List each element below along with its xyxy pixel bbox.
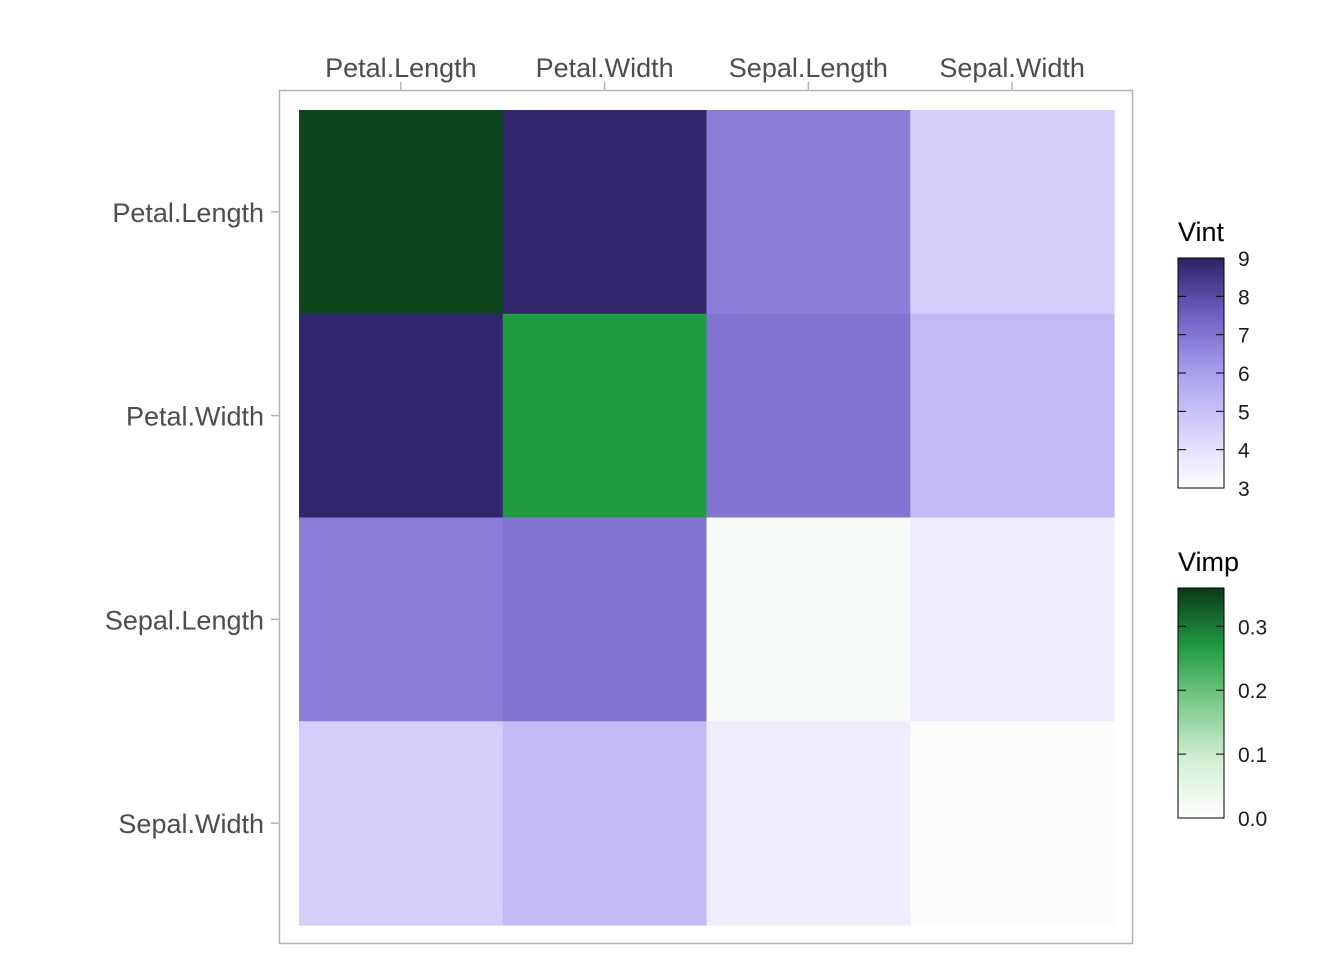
- heatmap-cell: [299, 721, 504, 926]
- legend-tick-label: 0.2: [1238, 680, 1267, 703]
- y-tick-label: Sepal.Width: [118, 809, 264, 839]
- legend-tick-label: 5: [1238, 401, 1250, 424]
- legend-vimp: Vimp 0.0 0.1 0.2 0.3: [1177, 547, 1267, 831]
- heatmap-cell: [706, 721, 911, 926]
- legends: Vint 3 4 5 6 7 8 9 Vimp 0.0 0.1 0.2 0.3: [1177, 217, 1267, 831]
- y-axis-left: Petal.Length Petal.Width Sepal.Length Sepal…: [105, 198, 279, 839]
- panel-border: [278, 89, 1134, 945]
- legend-tick-label: 0.3: [1238, 616, 1267, 639]
- heatmap-cell: [910, 313, 1115, 519]
- x-tick-label: Petal.Length: [325, 53, 477, 83]
- x-tick-label: Sepal.Length: [729, 53, 888, 83]
- heatmap-cell: [706, 313, 911, 519]
- heatmap-cell: [502, 110, 708, 315]
- heatmap-cells: [299, 110, 1115, 926]
- heatmap-cell: [910, 517, 1115, 722]
- heatmap-cell: [706, 517, 911, 722]
- x-axis-top: Petal.Length Petal.Width Sepal.Length Sepal…: [325, 53, 1085, 90]
- legend-tick-label: 7: [1238, 325, 1250, 348]
- heatmap-cell: [299, 517, 504, 722]
- legend-tick-label: 9: [1238, 248, 1250, 271]
- legend-tick-label: 0.1: [1238, 744, 1267, 767]
- heatmap-cell: [502, 517, 708, 722]
- legend-tick-label: 6: [1238, 363, 1250, 386]
- x-tick-label: Sepal.Width: [939, 53, 1085, 83]
- legend-title: Vimp: [1178, 547, 1239, 577]
- x-tick-label: Petal.Width: [536, 53, 674, 83]
- heatmap-cell: [910, 721, 1115, 926]
- legend-vint: Vint 3 4 5 6 7 8 9: [1177, 217, 1250, 501]
- legend-tick-label: 4: [1238, 440, 1250, 463]
- legend-tick-label: 0.0: [1238, 808, 1267, 831]
- heatmap-cell: [502, 721, 708, 926]
- legend-colorbar: [1177, 587, 1225, 819]
- legend-tick-label: 3: [1238, 478, 1250, 501]
- legend-title: Vint: [1178, 217, 1225, 247]
- heatmap-cell: [502, 313, 708, 519]
- heatmap-cell: [910, 110, 1115, 315]
- heatmap-cell: [299, 110, 504, 315]
- heatmap-cell: [299, 313, 504, 519]
- legend-tick-label: 8: [1238, 286, 1250, 309]
- y-tick-label: Sepal.Length: [105, 605, 264, 635]
- y-tick-label: Petal.Length: [112, 198, 264, 228]
- y-tick-label: Petal.Width: [126, 402, 264, 432]
- heatmap-cell: [706, 110, 911, 315]
